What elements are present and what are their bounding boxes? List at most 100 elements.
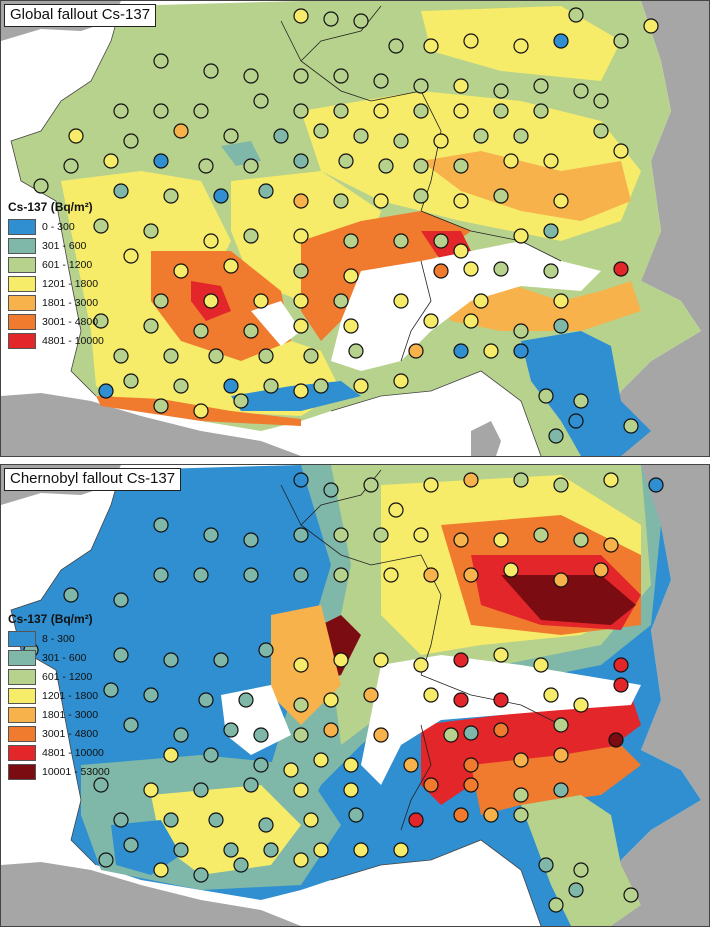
sample-point: [453, 243, 469, 259]
sample-point: [253, 757, 269, 773]
zone-yellow-south: [151, 785, 301, 875]
zone-blue-south: [111, 820, 181, 875]
sample-point: [373, 527, 389, 543]
sample-point: [193, 403, 209, 419]
sample-point: [348, 343, 364, 359]
sample-point: [423, 567, 439, 583]
sample-point: [233, 857, 249, 873]
sample-point: [223, 842, 239, 858]
legend-swatch: [8, 313, 36, 330]
legend-item: 4801 - 10000: [8, 331, 104, 350]
sample-point: [553, 477, 569, 493]
legend-swatch: [8, 763, 36, 780]
legend-swatch: [8, 218, 36, 235]
sample-point: [313, 842, 329, 858]
sample-point: [293, 263, 309, 279]
coastline: [10, 469, 542, 926]
sample-point: [163, 348, 179, 364]
sample-point: [223, 378, 239, 394]
legend-label: 601 - 1200: [42, 670, 93, 683]
sample-point: [573, 532, 589, 548]
sample-point: [208, 812, 224, 828]
sample-point: [243, 777, 259, 793]
sample-point: [153, 398, 169, 414]
legend-item: 10001 - 53000: [8, 762, 110, 781]
sample-point: [353, 13, 369, 29]
sample-point: [143, 318, 159, 334]
sample-point: [323, 482, 339, 498]
legend-swatch: [8, 275, 36, 292]
sample-point: [203, 233, 219, 249]
zone-darkred-east: [501, 575, 636, 625]
sample-point: [433, 233, 449, 249]
sample-point: [253, 293, 269, 309]
sample-point: [453, 193, 469, 209]
sample-point: [538, 857, 554, 873]
legend-label: 4801 - 10000: [42, 334, 104, 347]
legend-global: Cs-137 (Bq/m²) 0 - 300 301 - 600 601 - 120…: [8, 200, 104, 350]
legend-label: 3001 - 4800: [42, 315, 99, 328]
legend-label: 1201 - 1800: [42, 689, 99, 702]
sample-point: [413, 103, 429, 119]
sample-point: [293, 727, 309, 743]
sample-point: [543, 153, 559, 169]
legend-swatch: [8, 725, 36, 742]
sample-point: [493, 692, 509, 708]
sample-point: [123, 248, 139, 264]
map-global: [1, 1, 709, 456]
sample-point: [323, 11, 339, 27]
sample-point: [463, 472, 479, 488]
sample-point: [333, 567, 349, 583]
sample-point: [413, 158, 429, 174]
sample-point: [543, 687, 559, 703]
sample-point: [338, 153, 354, 169]
sample-point: [253, 727, 269, 743]
sample-point: [533, 103, 549, 119]
sample-point: [593, 93, 609, 109]
sample-point: [463, 33, 479, 49]
sample-point: [513, 787, 529, 803]
sample-point: [393, 293, 409, 309]
sample-point: [113, 103, 129, 119]
sample-point: [353, 128, 369, 144]
sample-point: [568, 7, 584, 23]
legend-label: 10001 - 53000: [42, 765, 110, 778]
sample-point: [373, 73, 389, 89]
sample-point: [333, 527, 349, 543]
sample-point: [373, 193, 389, 209]
sample-point: [533, 527, 549, 543]
sample-point: [238, 692, 254, 708]
sample-point: [313, 378, 329, 394]
sample-point: [493, 188, 509, 204]
sample-point: [623, 418, 639, 434]
legend-label: 1801 - 3000: [42, 708, 99, 721]
sample-point: [243, 532, 259, 548]
sample-point: [293, 153, 309, 169]
sample-point: [333, 652, 349, 668]
sample-point: [63, 158, 79, 174]
coastline: [10, 5, 542, 456]
sample-point: [193, 867, 209, 883]
panel-title-global: Global fallout Cs-137: [4, 4, 157, 27]
sample-point: [123, 373, 139, 389]
sample-point: [433, 133, 449, 149]
legend-title-chernobyl: Cs-137 (Bq/m²): [8, 612, 93, 626]
zone-white-alps: [331, 241, 601, 371]
sample-point: [393, 373, 409, 389]
sample-point: [643, 18, 659, 34]
sample-point: [613, 677, 629, 693]
sample-point: [503, 562, 519, 578]
legend-item: 1801 - 3000: [8, 293, 104, 312]
sample-point: [348, 807, 364, 823]
sample-points-global: [33, 7, 659, 444]
sample-point: [153, 517, 169, 533]
sample-point: [313, 752, 329, 768]
sample-point: [378, 158, 394, 174]
sample-point: [343, 233, 359, 249]
sample-point: [243, 567, 259, 583]
sample-point: [388, 502, 404, 518]
sample-point: [103, 682, 119, 698]
sample-point: [553, 193, 569, 209]
map-panel-chernobyl: Chernobyl fallout Cs-137: [0, 464, 710, 927]
sample-point: [613, 261, 629, 277]
